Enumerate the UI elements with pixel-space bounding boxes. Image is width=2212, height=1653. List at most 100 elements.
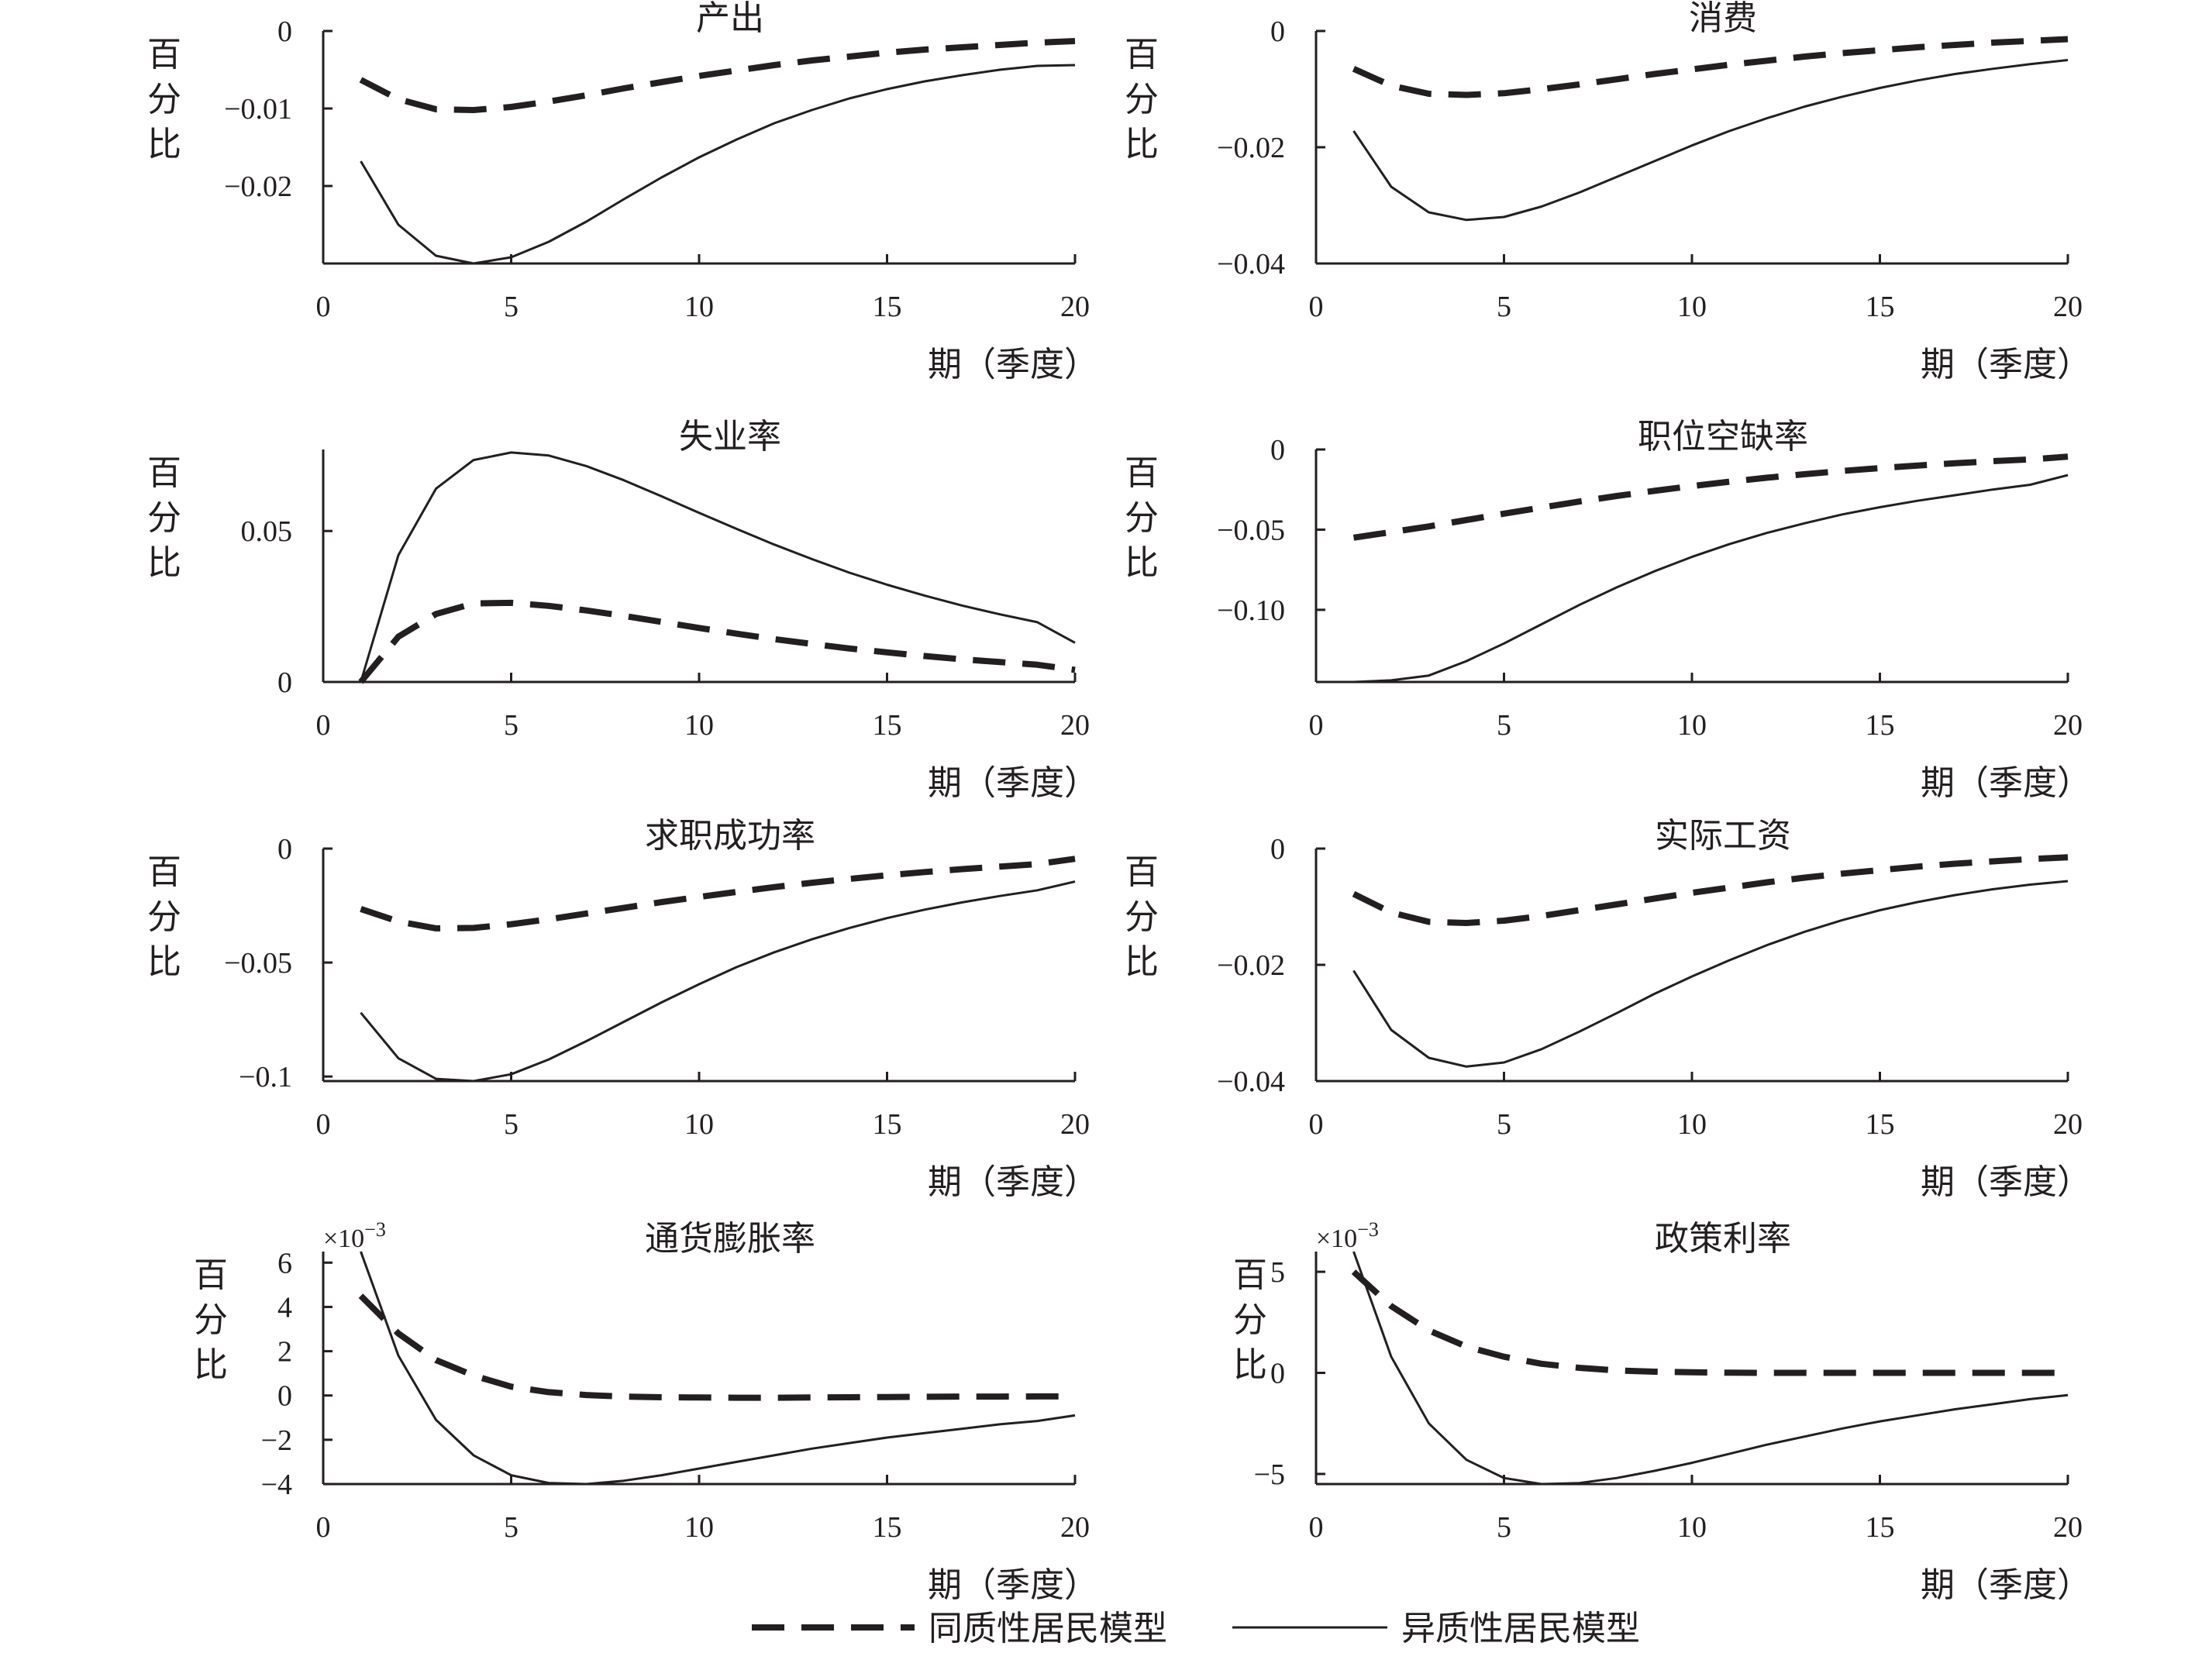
- series-homogeneous-line: [360, 856, 1076, 932]
- x-tick-label: 20: [2053, 709, 2083, 742]
- series-heterogeneous-line: [1352, 59, 2069, 222]
- y-tick-label: 6: [277, 1247, 292, 1279]
- y-tick-label: 0.05: [241, 515, 293, 548]
- x-tick-label: 15: [1866, 1511, 1895, 1544]
- y-axis-label: 百分比: [1125, 35, 1159, 164]
- y-axis-label: 百分比: [1125, 852, 1159, 982]
- x-tick-label: 20: [1060, 1108, 1090, 1141]
- x-tick-label: 15: [873, 709, 902, 742]
- y-axis-label: 百分比: [194, 1255, 228, 1385]
- series-heterogeneous-line: [1353, 474, 2069, 684]
- y-tick-label: −0.02: [1217, 132, 1285, 164]
- series-homogeneous-line: [359, 38, 1076, 113]
- y-tick-label: −2: [261, 1424, 292, 1457]
- x-tick-label: 15: [1866, 1108, 1895, 1141]
- y-axis-label: 百分比: [1125, 453, 1159, 583]
- legend-label-homogeneous: 同质性居民模型: [929, 1609, 1167, 1648]
- series-heterogeneous-line: [1352, 880, 2069, 1068]
- x-tick-label: 15: [1866, 291, 1895, 323]
- x-axis-label: 期（季度）: [928, 345, 1098, 384]
- y-tick-label: −0.04: [1217, 1066, 1285, 1098]
- y-tick-label: −0.02: [224, 170, 292, 203]
- y-tick-label: −4: [261, 1469, 292, 1501]
- scale-multiplier: ×10−3: [1316, 1218, 1379, 1253]
- series-heterogeneous-line: [360, 451, 1076, 683]
- x-tick-label: 5: [1497, 709, 1511, 742]
- x-axis-label: 期（季度）: [928, 1565, 1098, 1605]
- y-tick-label: 0: [277, 15, 292, 48]
- series-heterogeneous-line: [1352, 1251, 2069, 1486]
- y-axis-label: 百分比: [147, 852, 181, 982]
- y-tick-label: 0: [277, 666, 292, 699]
- panel-title: 求职成功率: [645, 816, 815, 856]
- panel-title: 消费: [1689, 0, 1757, 38]
- x-tick-label: 5: [504, 1108, 519, 1141]
- panel-title: 通货膨胀率: [645, 1219, 815, 1259]
- x-tick-label: 20: [1060, 291, 1090, 323]
- series-heterogeneous-line: [360, 880, 1076, 1083]
- x-tick-label: 15: [873, 1108, 902, 1141]
- x-tick-label: 5: [504, 1511, 519, 1544]
- y-tick-label: −0.1: [239, 1061, 292, 1093]
- legend: 同质性居民模型 异质性居民模型: [752, 1609, 1640, 1648]
- x-tick-label: 0: [316, 1511, 331, 1544]
- x-tick-label: 15: [873, 291, 902, 323]
- x-tick-label: 5: [1497, 1108, 1511, 1141]
- panel-title: 产出: [696, 0, 764, 38]
- y-tick-label: 0: [277, 833, 292, 866]
- panel-title: 实际工资: [1655, 816, 1791, 856]
- x-tick-label: 5: [1497, 291, 1511, 323]
- x-tick-label: 15: [1866, 709, 1895, 742]
- y-tick-label: 2: [277, 1336, 292, 1369]
- x-tick-label: 5: [504, 709, 519, 742]
- y-tick-label: 0: [1270, 1358, 1285, 1390]
- series-homogeneous-line: [1352, 854, 2069, 926]
- series-homogeneous-line: [1351, 1269, 2068, 1376]
- x-axis-label: 期（季度）: [1921, 1162, 2091, 1202]
- x-tick-label: 10: [684, 1511, 714, 1544]
- y-tick-label: 5: [1270, 1256, 1285, 1289]
- x-tick-label: 20: [2053, 1511, 2083, 1544]
- x-tick-label: 0: [316, 1108, 331, 1141]
- y-tick-label: −0.05: [1217, 514, 1285, 546]
- x-axis-label: 期（季度）: [1921, 1565, 2091, 1605]
- y-tick-label: −5: [1254, 1458, 1285, 1491]
- panel-title: 失业率: [679, 417, 781, 456]
- y-tick-label: 0: [1270, 833, 1285, 866]
- y-axis-label: 百分比: [147, 35, 181, 164]
- x-tick-label: 10: [684, 291, 714, 323]
- series-homogeneous-line: [1352, 453, 2069, 541]
- series-heterogeneous-line: [360, 1251, 1076, 1486]
- y-tick-label: 4: [277, 1291, 292, 1324]
- x-tick-label: 10: [684, 709, 714, 742]
- y-axis-label: 百分比: [147, 453, 181, 583]
- y-tick-label: −0.10: [1217, 594, 1285, 627]
- x-axis-label: 期（季度）: [1921, 345, 2091, 384]
- x-tick-label: 20: [1060, 1511, 1090, 1544]
- x-tick-label: 0: [316, 709, 331, 742]
- x-tick-label: 15: [873, 1511, 902, 1544]
- x-tick-label: 5: [1497, 1511, 1511, 1544]
- x-tick-label: 10: [684, 1108, 714, 1141]
- panel-title: 职位空缺率: [1638, 417, 1808, 456]
- y-tick-label: 0: [1270, 434, 1285, 467]
- series-homogeneous-line: [358, 1293, 1075, 1401]
- y-tick-label: −0.05: [224, 947, 292, 980]
- x-tick-label: 0: [1309, 709, 1324, 742]
- legend-label-heterogeneous: 异质性居民模型: [1401, 1609, 1640, 1648]
- y-tick-label: 0: [1270, 15, 1285, 48]
- x-tick-label: 0: [1309, 291, 1324, 323]
- x-tick-label: 20: [2053, 291, 2083, 323]
- panel-title: 政策利率: [1655, 1219, 1791, 1259]
- x-tick-label: 0: [1309, 1108, 1324, 1141]
- series-heterogeneous-line: [360, 64, 1076, 265]
- x-axis-label: 期（季度）: [1921, 763, 2091, 803]
- x-tick-label: 0: [316, 291, 331, 323]
